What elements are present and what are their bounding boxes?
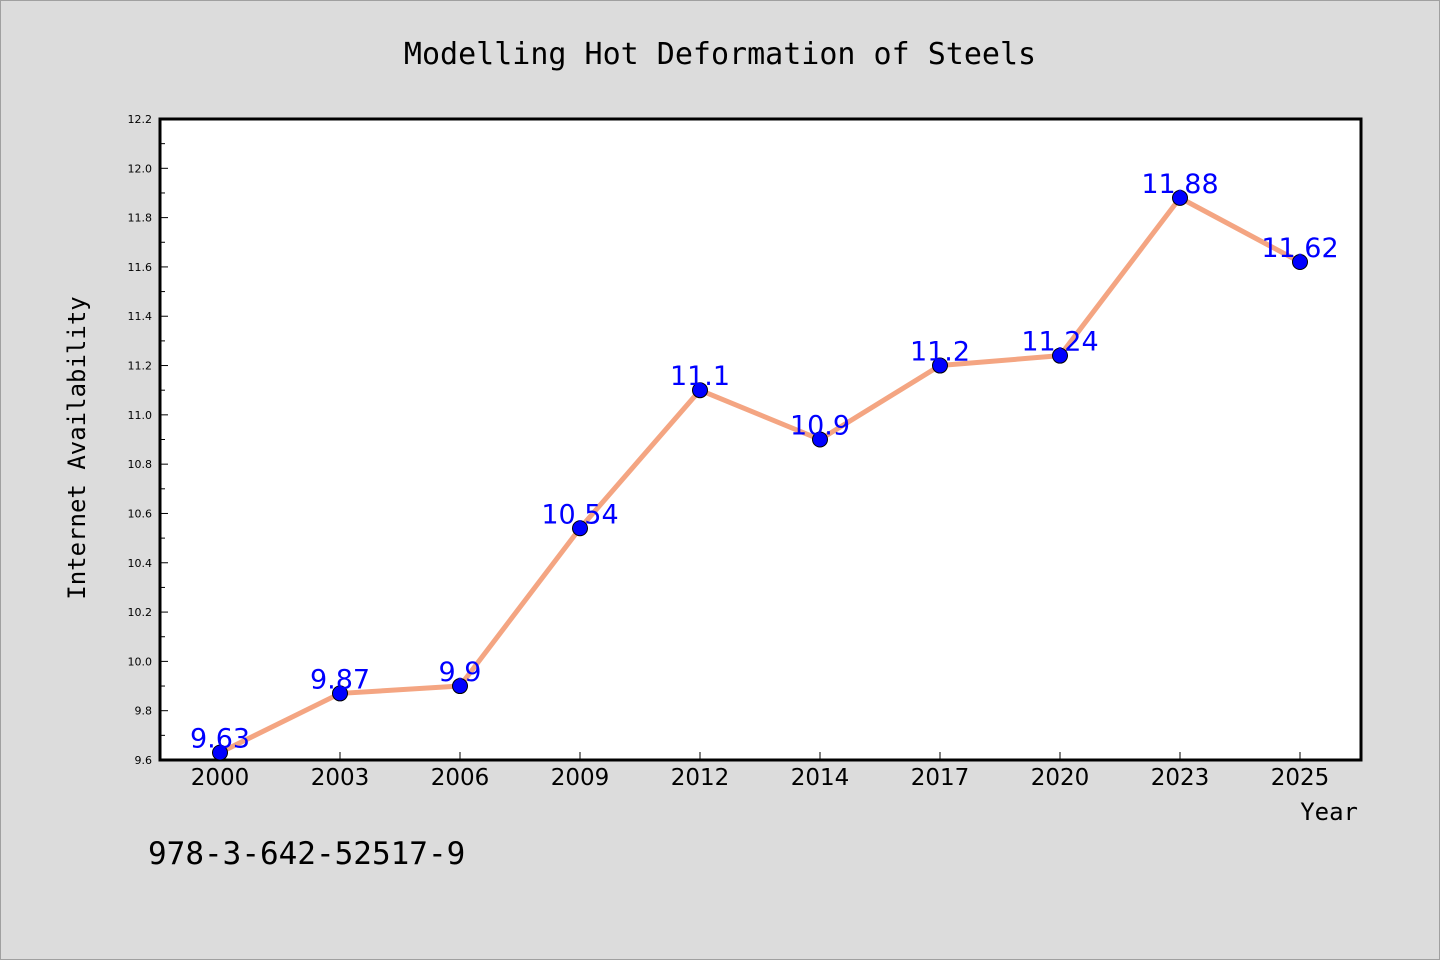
x-tick-label: 2006 <box>431 765 490 791</box>
y-tick-label: 11.2 <box>128 360 153 373</box>
data-point <box>692 382 708 399</box>
data-point <box>932 357 948 374</box>
x-tick-label: 2025 <box>1271 765 1330 791</box>
y-tick-label: 10.0 <box>128 655 153 668</box>
y-tick-label: 10.4 <box>128 557 153 570</box>
data-point <box>1292 253 1308 270</box>
series-line-group <box>212 189 1308 761</box>
data-point <box>572 520 588 537</box>
y-tick-label: 11.4 <box>128 310 153 323</box>
x-tick-label: 2000 <box>191 765 250 791</box>
data-point <box>812 431 828 448</box>
x-tick-label: 2012 <box>671 765 730 791</box>
x-axis: 2000 2003 2006 2009 2012 2014 2017 2020 2023 2025 <box>191 752 1330 791</box>
y-tick-label: 10.8 <box>128 458 153 471</box>
y-tick-label: 11.0 <box>128 409 153 422</box>
y-tick-label: 9.6 <box>135 754 153 767</box>
y-tick-label: 11.8 <box>128 212 153 225</box>
data-label: 9.9 <box>439 657 482 688</box>
chart-title: Modelling Hot Deformation of Steels <box>404 37 1036 72</box>
x-tick-label: 2017 <box>911 765 970 791</box>
x-axis-label: Year <box>1300 798 1358 826</box>
data-label: 11.2 <box>910 337 970 368</box>
x-tick-label: 2003 <box>311 765 370 791</box>
x-tick-label: 2023 <box>1151 765 1210 791</box>
x-tick-label: 2014 <box>791 765 850 791</box>
y-axis: 9.6 9.8 10.0 10.2 10.4 10.6 10.8 11.0 11.2 11.4 11… <box>128 113 168 767</box>
data-label: 11.62 <box>1261 233 1338 264</box>
y-tick-label: 9.8 <box>135 705 153 718</box>
data-label: 10.54 <box>541 499 618 530</box>
data-point <box>452 678 468 695</box>
data-label: 9.87 <box>310 664 370 695</box>
y-axis-label: Internet Availability <box>63 296 91 599</box>
data-label: 11.1 <box>670 361 730 392</box>
data-label: 11.88 <box>1141 169 1218 200</box>
y-tick-label: 12.0 <box>128 162 153 175</box>
x-tick-label: 2020 <box>1031 765 1090 791</box>
isbn-footer: 978-3-642-52517-9 <box>148 836 465 872</box>
y-tick-label: 10.2 <box>128 606 153 619</box>
series-line <box>217 195 1303 756</box>
data-point <box>1052 347 1068 364</box>
y-tick-label: 12.2 <box>128 113 153 126</box>
x-tick-label: 2009 <box>551 765 610 791</box>
data-label: 10.9 <box>790 411 850 442</box>
data-point <box>332 685 348 702</box>
data-label: 11.24 <box>1021 327 1098 358</box>
y-tick-label: 11.6 <box>128 261 153 274</box>
data-point <box>212 744 228 761</box>
data-labels-group: 9.63 9.87 9.9 10.54 11.1 10.9 11.2 11.24 11.88 11… <box>190 169 1339 755</box>
y-tick-label: 10.6 <box>128 507 153 520</box>
data-label: 9.63 <box>190 724 250 755</box>
data-point <box>1172 189 1188 206</box>
